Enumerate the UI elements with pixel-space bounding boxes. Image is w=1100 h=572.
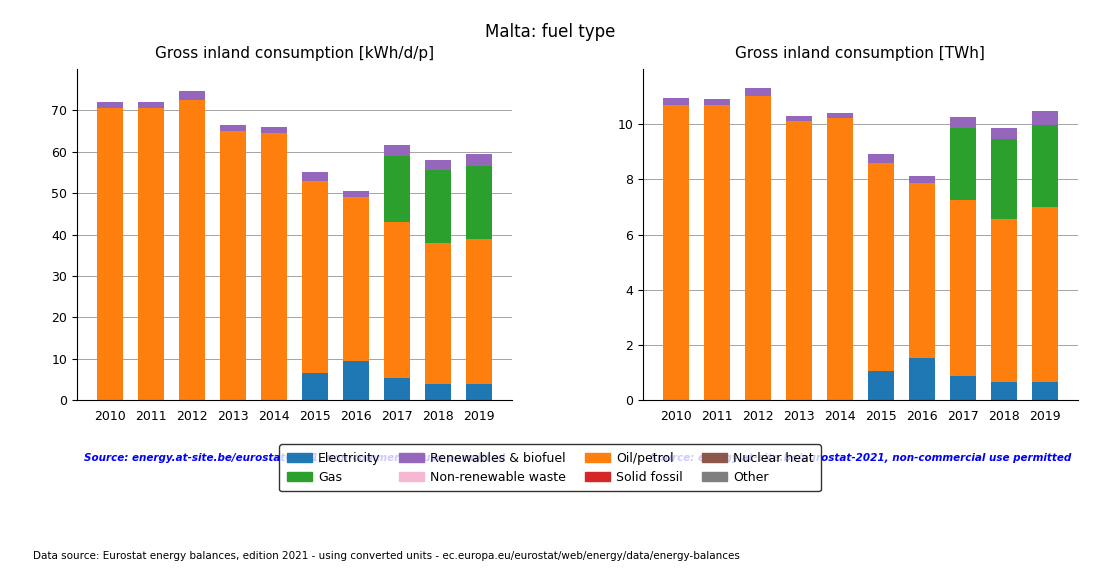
Bar — [97, 102, 123, 108]
Bar — [425, 160, 451, 170]
Bar — [465, 166, 493, 239]
Title: Gross inland consumption [kWh/d/p]: Gross inland consumption [kWh/d/p] — [155, 46, 434, 61]
Bar — [826, 113, 854, 118]
Bar — [220, 131, 246, 400]
Bar — [662, 105, 690, 400]
Bar — [138, 108, 164, 400]
Legend: Electricity, Gas, Renewables & biofuel, Non-renewable waste, Oil/petrol, Solid f: Electricity, Gas, Renewables & biofuel, … — [279, 444, 821, 491]
Bar — [138, 102, 164, 108]
Bar — [343, 197, 370, 361]
Bar — [949, 128, 976, 200]
Bar — [909, 177, 935, 184]
Bar — [949, 117, 976, 128]
Bar — [745, 96, 771, 400]
Bar — [909, 358, 935, 400]
Bar — [1032, 207, 1058, 383]
Bar — [384, 156, 410, 222]
Bar — [991, 383, 1018, 400]
Bar — [868, 371, 894, 400]
Bar — [425, 384, 451, 400]
Bar — [704, 105, 730, 400]
Bar — [97, 108, 123, 400]
Bar — [662, 98, 690, 105]
Bar — [704, 99, 730, 105]
Bar — [384, 222, 410, 378]
Bar — [1032, 125, 1058, 207]
Bar — [949, 200, 976, 376]
Text: Data source: Eurostat energy balances, edition 2021 - using converted units - ec: Data source: Eurostat energy balances, e… — [33, 551, 740, 561]
Bar — [785, 121, 812, 400]
Bar — [301, 374, 329, 400]
Bar — [909, 184, 935, 358]
Bar — [785, 116, 812, 121]
Bar — [826, 118, 854, 400]
Bar — [868, 162, 894, 371]
Bar — [301, 181, 329, 374]
Bar — [425, 170, 451, 243]
Bar — [745, 88, 771, 96]
Bar — [343, 361, 370, 400]
Bar — [991, 128, 1018, 139]
Bar — [179, 92, 206, 100]
Bar — [465, 239, 493, 384]
Bar — [1032, 112, 1058, 125]
Bar — [261, 126, 287, 133]
Text: Malta: fuel type: Malta: fuel type — [485, 23, 615, 41]
Bar — [301, 172, 329, 181]
Bar — [991, 219, 1018, 383]
Bar — [220, 125, 246, 131]
Bar — [1032, 383, 1058, 400]
Bar — [868, 154, 894, 162]
Bar — [179, 100, 206, 400]
Bar — [343, 191, 370, 197]
Text: Source: energy.at-site.be/eurostat-2021, non-commercial use permitted: Source: energy.at-site.be/eurostat-2021,… — [84, 453, 505, 463]
Title: Gross inland consumption [TWh]: Gross inland consumption [TWh] — [736, 46, 986, 61]
Bar — [949, 376, 976, 400]
Text: Source: energy.at-site.be/eurostat-2021, non-commercial use permitted: Source: energy.at-site.be/eurostat-2021,… — [650, 453, 1071, 463]
Bar — [465, 154, 493, 166]
Bar — [384, 145, 410, 156]
Bar — [991, 139, 1018, 219]
Bar — [425, 243, 451, 384]
Bar — [384, 378, 410, 400]
Bar — [261, 133, 287, 400]
Bar — [465, 384, 493, 400]
